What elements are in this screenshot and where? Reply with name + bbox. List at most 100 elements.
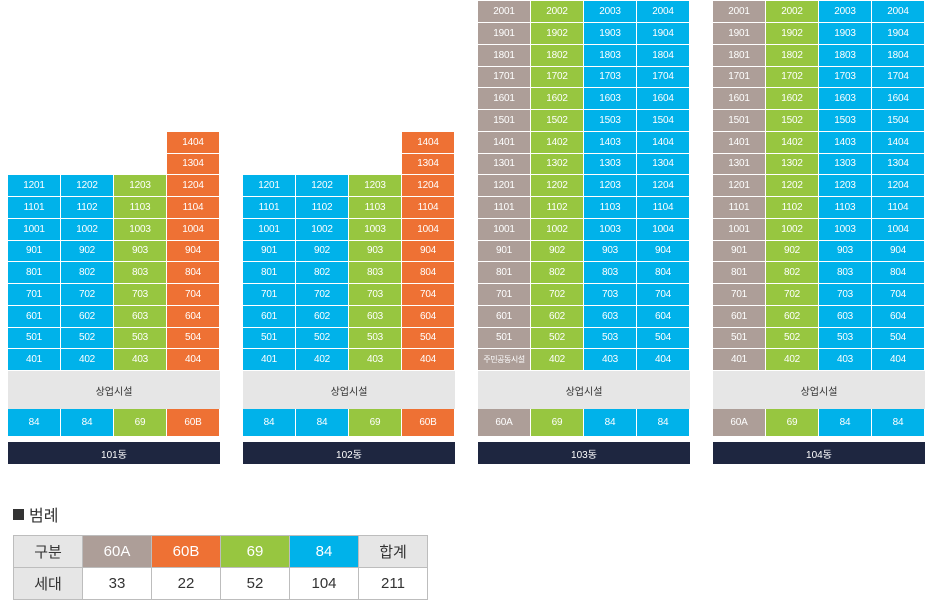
unit-cell[interactable]: 802: [61, 262, 114, 284]
unit-cell[interactable]: 1204: [402, 175, 455, 197]
unit-cell[interactable]: 주민공동시설: [478, 349, 531, 371]
unit-cell[interactable]: 504: [872, 327, 925, 350]
unit-cell[interactable]: 1602: [531, 88, 584, 110]
unit-cell[interactable]: 1704: [637, 66, 690, 89]
unit-cell[interactable]: 801: [713, 262, 766, 284]
unit-cell[interactable]: 804: [872, 262, 925, 284]
unit-cell[interactable]: 1902: [531, 23, 584, 45]
unit-cell[interactable]: 1104: [872, 197, 925, 219]
unit-cell[interactable]: 1604: [637, 88, 690, 110]
unit-cell[interactable]: 904: [637, 240, 690, 263]
unit-cell[interactable]: 502: [531, 327, 584, 350]
unit-cell[interactable]: 504: [637, 327, 690, 350]
unit-cell[interactable]: 1101: [713, 197, 766, 219]
unit-cell[interactable]: 503: [114, 327, 167, 350]
unit-cell[interactable]: 402: [766, 349, 819, 371]
unit-cell[interactable]: 1502: [531, 110, 584, 132]
unit-cell[interactable]: 403: [349, 349, 402, 371]
unit-cell[interactable]: 1104: [167, 197, 220, 219]
unit-cell[interactable]: 704: [402, 284, 455, 306]
unit-cell[interactable]: 1003: [114, 218, 167, 241]
unit-cell[interactable]: 1501: [478, 110, 531, 132]
unit-cell[interactable]: 1001: [243, 218, 296, 241]
unit-cell[interactable]: 1204: [167, 175, 220, 197]
unit-cell[interactable]: 1101: [8, 197, 61, 219]
unit-cell[interactable]: 501: [478, 327, 531, 350]
unit-cell[interactable]: 903: [819, 240, 872, 263]
unit-cell[interactable]: 501: [713, 327, 766, 350]
unit-cell[interactable]: 803: [349, 262, 402, 284]
unit-cell[interactable]: 1404: [167, 131, 220, 154]
unit-cell[interactable]: 501: [243, 327, 296, 350]
unit-cell[interactable]: 1001: [8, 218, 61, 241]
unit-cell[interactable]: 704: [637, 284, 690, 306]
unit-cell[interactable]: 702: [766, 284, 819, 306]
unit-cell[interactable]: 1404: [402, 131, 455, 154]
unit-cell[interactable]: 1104: [637, 197, 690, 219]
unit-cell[interactable]: 903: [584, 240, 637, 263]
unit-cell[interactable]: 1102: [531, 197, 584, 219]
unit-cell[interactable]: 904: [167, 240, 220, 263]
unit-cell[interactable]: 2003: [584, 1, 637, 23]
unit-cell[interactable]: 1103: [584, 197, 637, 219]
unit-cell[interactable]: 1804: [637, 44, 690, 67]
unit-cell[interactable]: 1401: [478, 131, 531, 154]
unit-cell[interactable]: 1301: [713, 153, 766, 176]
unit-cell[interactable]: 1403: [819, 131, 872, 154]
unit-cell[interactable]: 1502: [766, 110, 819, 132]
unit-cell[interactable]: 601: [243, 305, 296, 328]
unit-cell[interactable]: 602: [61, 305, 114, 328]
unit-cell[interactable]: 803: [819, 262, 872, 284]
unit-cell[interactable]: 1601: [478, 88, 531, 110]
unit-cell[interactable]: 1504: [637, 110, 690, 132]
unit-cell[interactable]: 704: [167, 284, 220, 306]
unit-cell[interactable]: 1304: [872, 153, 925, 176]
unit-cell[interactable]: 802: [296, 262, 349, 284]
unit-cell[interactable]: 1002: [531, 218, 584, 241]
unit-cell[interactable]: 401: [713, 349, 766, 371]
unit-cell[interactable]: 1003: [819, 218, 872, 241]
unit-cell[interactable]: 501: [8, 327, 61, 350]
unit-cell[interactable]: 1201: [478, 175, 531, 197]
unit-cell[interactable]: 1203: [584, 175, 637, 197]
unit-cell[interactable]: 601: [713, 305, 766, 328]
unit-cell[interactable]: 804: [637, 262, 690, 284]
unit-cell[interactable]: 2003: [819, 1, 872, 23]
unit-cell[interactable]: 701: [243, 284, 296, 306]
unit-cell[interactable]: 1804: [872, 44, 925, 67]
unit-cell[interactable]: 1302: [766, 153, 819, 176]
unit-cell[interactable]: 1204: [872, 175, 925, 197]
unit-cell[interactable]: 1302: [531, 153, 584, 176]
unit-cell[interactable]: 504: [402, 327, 455, 350]
unit-cell[interactable]: 1102: [296, 197, 349, 219]
unit-cell[interactable]: 503: [584, 327, 637, 350]
unit-cell[interactable]: 1004: [872, 218, 925, 241]
unit-cell[interactable]: 1104: [402, 197, 455, 219]
unit-cell[interactable]: 702: [531, 284, 584, 306]
unit-cell[interactable]: 1101: [478, 197, 531, 219]
unit-cell[interactable]: 1202: [61, 175, 114, 197]
unit-cell[interactable]: 901: [713, 240, 766, 263]
unit-cell[interactable]: 1102: [61, 197, 114, 219]
unit-cell[interactable]: 601: [478, 305, 531, 328]
unit-cell[interactable]: 604: [637, 305, 690, 328]
unit-cell[interactable]: 602: [296, 305, 349, 328]
unit-cell[interactable]: 904: [402, 240, 455, 263]
unit-cell[interactable]: 904: [872, 240, 925, 263]
unit-cell[interactable]: 502: [296, 327, 349, 350]
unit-cell[interactable]: 1201: [713, 175, 766, 197]
unit-cell[interactable]: 1103: [349, 197, 402, 219]
unit-cell[interactable]: 1404: [637, 131, 690, 154]
unit-cell[interactable]: 1203: [114, 175, 167, 197]
unit-cell[interactable]: 902: [766, 240, 819, 263]
unit-cell[interactable]: 801: [478, 262, 531, 284]
unit-cell[interactable]: 1503: [819, 110, 872, 132]
unit-cell[interactable]: 2001: [478, 1, 531, 23]
unit-cell[interactable]: 701: [713, 284, 766, 306]
unit-cell[interactable]: 1801: [478, 44, 531, 67]
unit-cell[interactable]: 604: [167, 305, 220, 328]
unit-cell[interactable]: 403: [584, 349, 637, 371]
unit-cell[interactable]: 902: [531, 240, 584, 263]
unit-cell[interactable]: 604: [402, 305, 455, 328]
unit-cell[interactable]: 401: [243, 349, 296, 371]
